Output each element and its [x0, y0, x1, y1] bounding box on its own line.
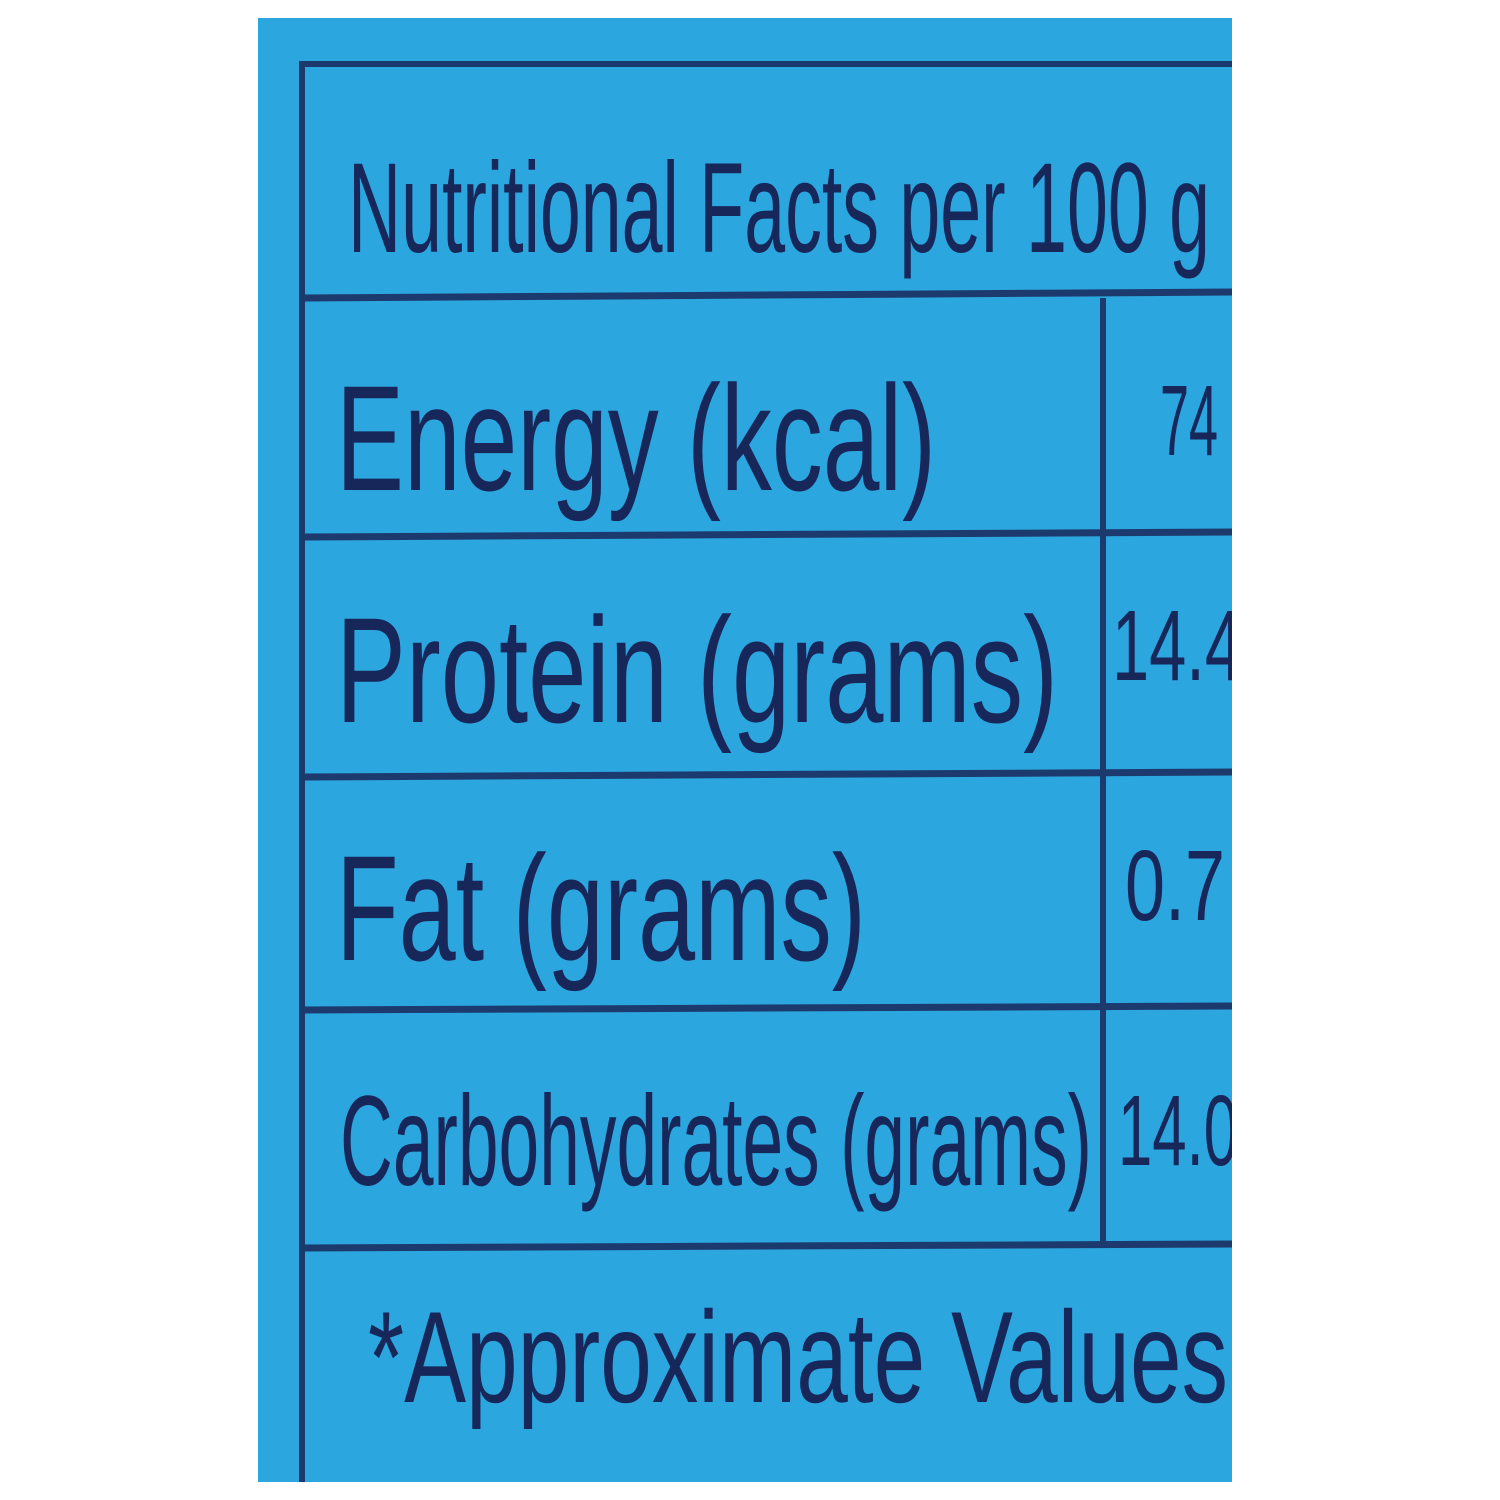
row-rule [301, 768, 1232, 781]
nutrient-value: 74 [1160, 365, 1218, 477]
nutrient-name: Carbohydrates (grams) [340, 1070, 1092, 1213]
row-rule [301, 528, 1232, 541]
nutrient-value: 14.4 [1112, 590, 1242, 702]
nutrient-name: Fat (grams) [336, 824, 866, 992]
nutrition-table: Nutritional Facts per 100 g Energy (kcal… [299, 61, 1242, 1482]
nutrient-name: Protein (grams) [336, 586, 1058, 754]
nutrient-value: 14.0 [1118, 1075, 1238, 1187]
row-rule [301, 1002, 1232, 1014]
label-panel [258, 18, 1232, 1482]
nutrient-name: Energy (kcal) [336, 354, 936, 522]
label-title: Nutritional Facts per 100 g [348, 137, 1210, 280]
row-rule [301, 288, 1232, 302]
footnote: *Approximate Values [368, 1284, 1228, 1430]
table-border [299, 61, 1232, 1482]
nutrient-value: 0.7 [1125, 830, 1225, 942]
row-rule [301, 1240, 1232, 1252]
